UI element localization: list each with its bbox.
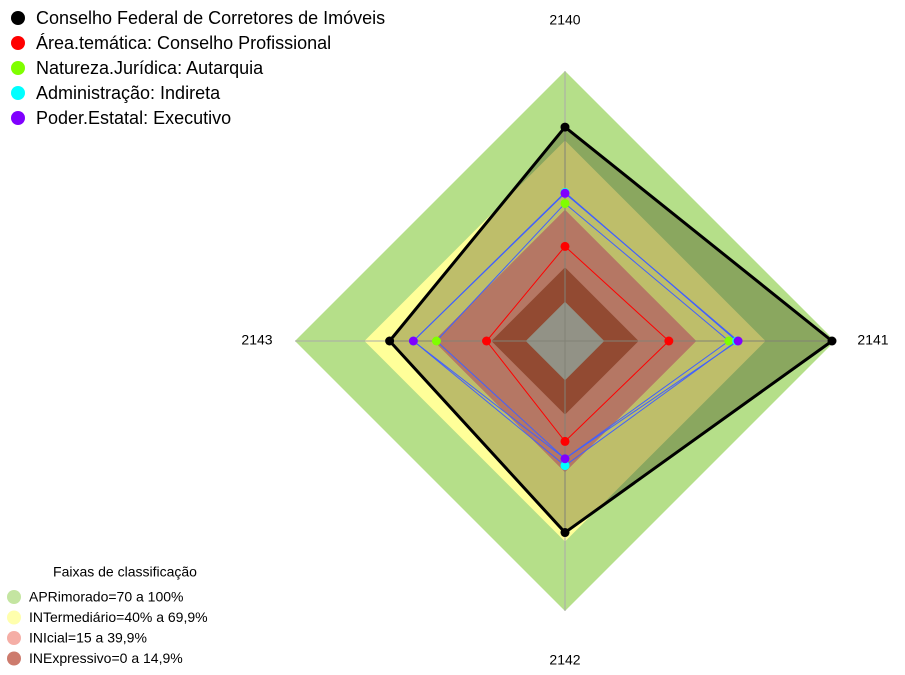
series-point — [724, 336, 734, 346]
bands-legend-marker — [7, 610, 21, 625]
category-label: 2141 — [857, 332, 888, 348]
bands-legend-label: INExpressivo=0 a 14,9% — [29, 650, 183, 666]
category-label: 2140 — [549, 12, 580, 28]
bands-legend-marker — [7, 631, 21, 645]
series-point — [827, 336, 837, 346]
category-label: 2143 — [241, 332, 272, 348]
bands-legend-label: INIcial=15 a 39,9% — [29, 630, 147, 646]
legend-label: Conselho Federal de Corretores de Imóvei… — [36, 8, 385, 28]
category-label: 2142 — [549, 652, 580, 668]
bands-legend-title: Faixas de classificação — [53, 564, 197, 580]
legend-label: Área.temática: Conselho Profissional — [36, 33, 331, 53]
series-point — [560, 198, 570, 208]
legend-label: Administração: Indireta — [36, 83, 221, 103]
legend-label: Poder.Estatal: Executivo — [36, 108, 231, 128]
series-point — [560, 436, 570, 446]
series-point — [733, 336, 743, 346]
legend-marker — [11, 111, 25, 125]
legend-marker — [11, 86, 25, 100]
series-point — [560, 461, 570, 471]
series-point — [560, 188, 570, 198]
series-point — [560, 528, 570, 538]
bands-legend-label: APRimorado=70 a 100% — [29, 589, 184, 605]
series-point — [385, 336, 395, 346]
legend-label: Natureza.Jurídica: Autarquia — [36, 58, 264, 78]
bands-legend-label: INTermediário=40% a 69,9% — [29, 609, 208, 625]
series-point — [560, 122, 570, 132]
series-point — [482, 336, 492, 346]
series-point — [408, 336, 418, 346]
bands-legend-marker — [7, 651, 21, 666]
series-point — [664, 336, 674, 346]
series-point — [560, 454, 570, 464]
legend-marker — [11, 61, 25, 75]
bands-legend-marker — [7, 590, 21, 604]
legend-marker — [11, 11, 25, 25]
series-point — [560, 241, 570, 251]
legend-marker — [11, 36, 25, 50]
series-point — [431, 336, 441, 346]
